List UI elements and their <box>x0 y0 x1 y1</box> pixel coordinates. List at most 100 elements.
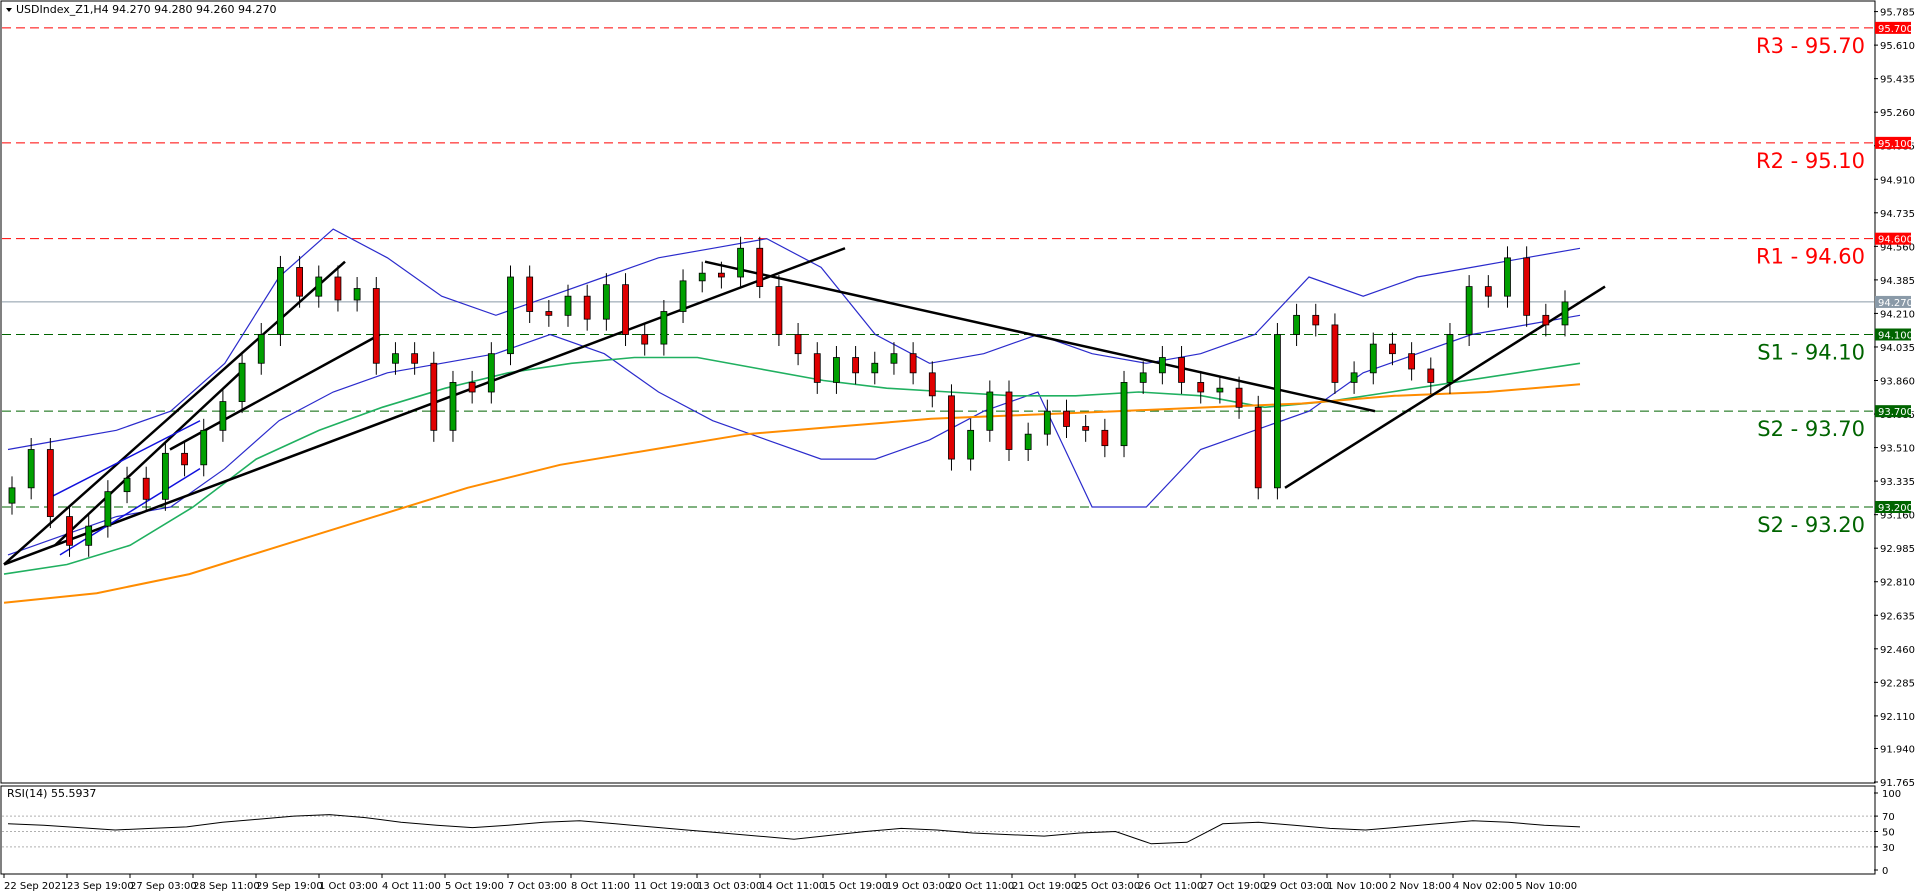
candle <box>622 273 629 347</box>
candle-body <box>622 284 629 335</box>
level-label-s2: S2 - 93.70 <box>1757 417 1865 441</box>
candle-body <box>1043 410 1051 435</box>
candle-body <box>717 272 725 278</box>
price-tag-text-s2b: 93.200 <box>1878 503 1913 514</box>
price-tick-label: 93.335 <box>1880 477 1915 488</box>
rsi-tick-label: 30 <box>1882 843 1895 854</box>
price-tag-text-r2: 95.100 <box>1878 139 1913 150</box>
candle-body <box>46 449 54 517</box>
price-tick-label: 91.765 <box>1880 778 1915 789</box>
time-tick-label: 25 Oct 03:00 <box>1075 881 1140 892</box>
time-tick-label: 2 Nov 18:00 <box>1390 881 1451 892</box>
candle-body <box>641 334 649 345</box>
candle <box>219 390 227 442</box>
candle <box>1542 303 1550 337</box>
price-tick-label: 94.735 <box>1880 209 1915 220</box>
bollinger-upper-line <box>7 228 1581 451</box>
candle-body <box>123 477 131 493</box>
candle <box>277 255 284 347</box>
candle-body <box>277 267 284 335</box>
candle-body <box>698 272 706 282</box>
candle <box>507 265 514 366</box>
candle <box>1408 342 1416 381</box>
candle-body <box>257 334 265 364</box>
candle-body <box>181 452 188 466</box>
time-tick-label: 19 Oct 03:00 <box>886 881 951 892</box>
candle-body <box>775 286 783 335</box>
candle-body <box>1120 382 1128 447</box>
candle-body <box>1465 286 1473 335</box>
time-tick-label: 20 Oct 11:00 <box>949 881 1014 892</box>
candle-body <box>8 487 16 504</box>
rsi-tick-label: 70 <box>1882 812 1895 823</box>
candle <box>1197 370 1205 404</box>
candle <box>756 236 764 299</box>
candle <box>986 380 994 442</box>
rsi-tick-label: 100 <box>1882 789 1901 800</box>
price-tick-label: 95.610 <box>1880 41 1915 52</box>
candle-body <box>545 311 553 316</box>
price-tag-s2 <box>1875 405 1911 418</box>
price-tag-text-current: 94.270 <box>1878 298 1913 309</box>
price-tick-label: 95.260 <box>1880 108 1915 119</box>
candle <box>1254 395 1262 500</box>
candle-body <box>1101 429 1109 447</box>
bollinger-lower-line <box>7 314 1581 556</box>
candle-body <box>1024 433 1032 450</box>
candle-body <box>526 276 534 312</box>
candle-body <box>1312 314 1320 326</box>
candle <box>1274 323 1281 500</box>
candle <box>526 265 534 324</box>
candle <box>1389 332 1396 366</box>
candle <box>468 370 476 404</box>
candle-body <box>142 477 150 500</box>
price-tick-label: 95.785 <box>1880 8 1915 19</box>
candle <box>200 418 208 477</box>
candle <box>1465 275 1473 347</box>
candle-body <box>1408 353 1416 370</box>
price-tick-label: 93.510 <box>1880 444 1915 455</box>
candle <box>737 236 744 289</box>
candle-body <box>1082 426 1090 431</box>
time-tick-label: 21 Oct 19:00 <box>1012 881 1077 892</box>
level-label-r2: R2 - 95.10 <box>1756 149 1865 173</box>
candle <box>1293 303 1300 347</box>
candle-body <box>813 353 821 383</box>
trendline-4 <box>3 247 846 566</box>
candle-body <box>948 395 955 460</box>
time-tick-label: 26 Oct 11:00 <box>1138 881 1203 892</box>
time-tick-label: 13 Oct 03:00 <box>697 881 762 892</box>
candle <box>1504 246 1511 308</box>
candle <box>353 277 361 312</box>
candle <box>8 476 16 515</box>
candle-body <box>756 247 764 287</box>
time-tick-label: 11 Oct 19:00 <box>634 881 699 892</box>
price-tag-text-s1: 94.100 <box>1878 331 1913 342</box>
price-tag-r2 <box>1875 136 1911 149</box>
candle <box>852 346 860 385</box>
candle <box>104 480 112 538</box>
candle <box>890 342 898 375</box>
candle-body <box>1235 387 1243 408</box>
time-tick-label: 1 Oct 03:00 <box>319 881 378 892</box>
candle <box>46 437 54 529</box>
candle <box>334 265 342 312</box>
price-tick-label: 94.210 <box>1880 309 1915 320</box>
candle-body <box>1484 286 1492 297</box>
candle-body <box>372 288 380 364</box>
candle-body <box>1350 372 1358 383</box>
candle <box>794 323 802 366</box>
price-tick-label: 95.435 <box>1880 75 1915 86</box>
time-tick-label: 7 Oct 03:00 <box>508 881 567 892</box>
candle-body <box>1389 343 1396 355</box>
candle <box>238 351 246 414</box>
levels-layer: R3 - 95.70 R2 - 95.10 R1 - 94.60 S1 - 94.10… <box>2 27 1874 537</box>
candle-body <box>986 391 994 431</box>
candle-body <box>104 491 112 527</box>
time-tick-label: 4 Oct 11:00 <box>382 881 441 892</box>
candle <box>257 323 265 375</box>
collapse-triangle-icon[interactable] <box>6 8 12 12</box>
price-tick-label: 94.385 <box>1880 276 1915 287</box>
chart-header-title: USDIndex_Z1,H4 94.270 94.280 94.260 94.2… <box>16 3 277 16</box>
